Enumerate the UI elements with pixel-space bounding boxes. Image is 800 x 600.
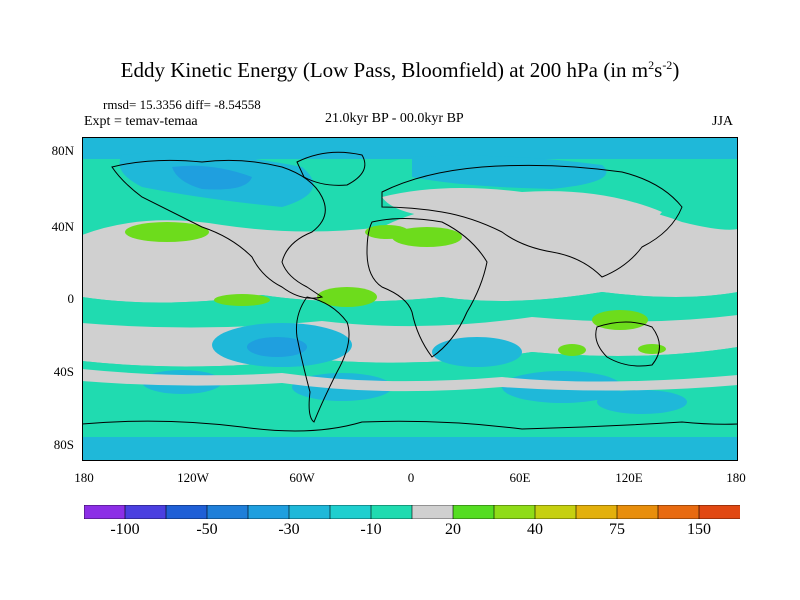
lat-label-80n: 80N bbox=[51, 143, 74, 158]
colorbar-swatch bbox=[493, 505, 536, 519]
eurasia-neutral bbox=[382, 188, 662, 233]
antarctic-band bbox=[82, 437, 738, 461]
north-america-outline bbox=[111, 159, 326, 299]
lon-label-120w: 120W bbox=[177, 470, 209, 485]
colorbar-swatch bbox=[206, 505, 249, 519]
sh-neutral-band bbox=[82, 369, 738, 392]
stats-line: rmsd= 15.3356 diff= -8.54558 bbox=[103, 97, 261, 112]
lon-label-60w: 60W bbox=[289, 470, 315, 485]
south-pacific-core bbox=[247, 337, 307, 357]
colorbar-swatch bbox=[452, 505, 495, 519]
experiment-label: Expt = temav-temaa bbox=[84, 114, 198, 129]
eurasia-outline bbox=[381, 164, 683, 278]
canada-core-anomaly bbox=[172, 165, 252, 190]
chart-title: Eddy Kinetic Energy (Low Pass, Bloomfiel… bbox=[120, 58, 680, 82]
antarctic-edge bbox=[82, 417, 738, 437]
arctic-band bbox=[82, 137, 738, 159]
colorbar-swatch bbox=[84, 505, 126, 519]
positive-anomaly-mediterranean bbox=[392, 227, 462, 247]
colorbar-swatch bbox=[165, 505, 208, 519]
colorbar-swatch bbox=[329, 505, 372, 519]
greenland-outline bbox=[296, 151, 366, 186]
colorbar-tick-label: -10 bbox=[360, 521, 382, 538]
colorbar bbox=[84, 505, 740, 519]
positive-anomaly-australia bbox=[592, 310, 648, 330]
positive-anomaly-tasman bbox=[638, 344, 666, 354]
colorbar-swatch bbox=[698, 505, 740, 519]
colorbar-tick-label: -100 bbox=[110, 521, 140, 538]
lon-label-180w: 180 bbox=[74, 470, 94, 485]
antarctica-outline bbox=[82, 420, 738, 432]
lat-label-40s: 40S bbox=[53, 364, 74, 379]
australia-outline bbox=[595, 321, 660, 367]
positive-anomaly-pacific bbox=[125, 222, 209, 242]
positive-anomaly-west-africa bbox=[317, 287, 377, 307]
colorbar-swatch bbox=[411, 505, 454, 519]
colorbar-swatch bbox=[370, 505, 413, 519]
plot-frame bbox=[82, 137, 738, 461]
season-label: JJA bbox=[712, 114, 734, 129]
colorbar-swatch bbox=[247, 505, 290, 519]
coastlines bbox=[82, 151, 738, 432]
colorbar-swatch bbox=[657, 505, 700, 519]
lat-label-80s: 80S bbox=[53, 437, 74, 452]
colorbar-tick-label: 75 bbox=[609, 521, 625, 538]
colorbar-swatch bbox=[616, 505, 659, 519]
colorbar-tick-label: 150 bbox=[687, 521, 711, 538]
period-label: 21.0kyr BP - 00.0kyr BP bbox=[325, 111, 464, 126]
positive-anomaly-indian bbox=[558, 344, 586, 356]
lat-label-0: 0 bbox=[67, 291, 75, 306]
colorbar-swatch bbox=[534, 505, 577, 519]
colorbar-swatch bbox=[575, 505, 618, 519]
south-atlantic-anomaly bbox=[432, 337, 522, 367]
lon-label-60e: 60E bbox=[509, 470, 531, 485]
colorbar-tick-label: 40 bbox=[527, 521, 543, 538]
colorbar-swatch bbox=[124, 505, 167, 519]
lon-label-0: 0 bbox=[407, 470, 415, 485]
colorbar-tick-label: 20 bbox=[445, 521, 461, 538]
south-indian-anomaly bbox=[597, 390, 687, 414]
eurasia-anomaly bbox=[412, 155, 607, 189]
lon-label-120e: 120E bbox=[615, 470, 643, 485]
africa-outline bbox=[366, 218, 488, 358]
south-america-outline bbox=[296, 296, 350, 423]
positive-anomaly-east-pacific bbox=[214, 294, 270, 306]
colorbar-tick-label: -50 bbox=[196, 521, 218, 538]
map-plot bbox=[82, 137, 738, 461]
lon-label-180e: 180 bbox=[726, 470, 746, 485]
colorbar-tick-label: -30 bbox=[278, 521, 300, 538]
colorbar-swatch bbox=[288, 505, 331, 519]
lat-label-40n: 40N bbox=[51, 219, 74, 234]
